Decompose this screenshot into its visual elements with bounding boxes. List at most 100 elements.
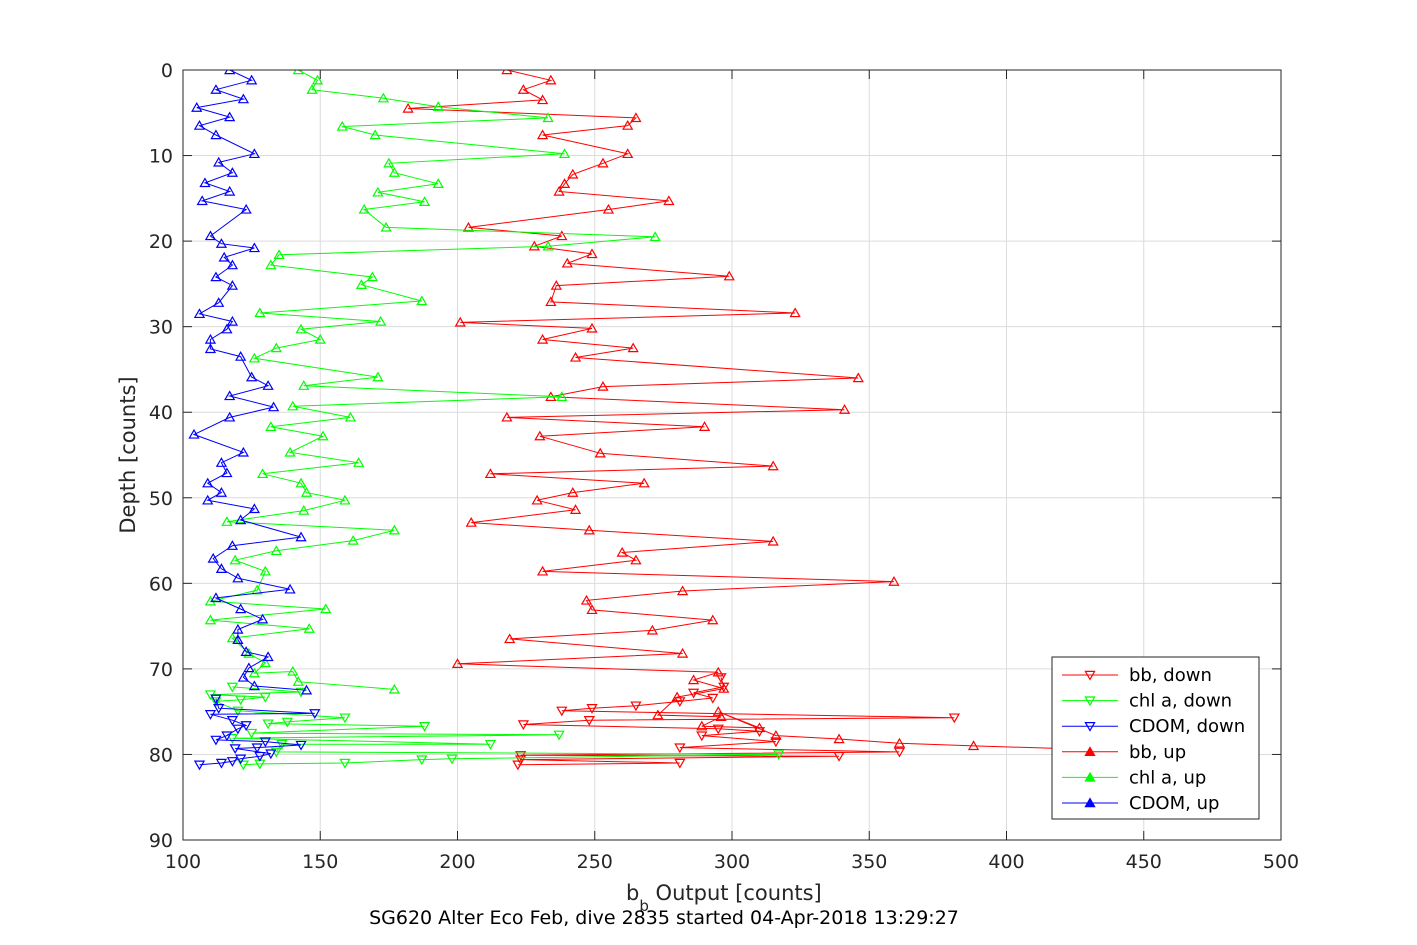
data-point: [298, 505, 310, 515]
data-point: [416, 295, 428, 306]
data-point: [446, 754, 458, 765]
data-point: [528, 240, 540, 251]
x-tick-label: 450: [1126, 851, 1162, 873]
y-tick-label: 10: [149, 146, 173, 168]
data-point: [210, 592, 222, 603]
legend-swatch-marker: [1084, 797, 1096, 808]
data-point: [377, 92, 390, 103]
data-point: [347, 534, 359, 545]
data-point: [517, 84, 530, 94]
data-point: [295, 531, 307, 542]
data-point: [369, 129, 381, 140]
y-tick-label: 30: [149, 317, 173, 339]
data-point: [221, 516, 233, 526]
data-point: [638, 477, 650, 488]
data-point: [226, 757, 239, 767]
data-point: [237, 760, 250, 771]
data-point: [232, 572, 244, 583]
tick-labels: 100 150 200 250 300 350 400 450 500 0 10 20 30 40 50 60…: [149, 60, 1299, 873]
data-point: [353, 457, 365, 467]
x-tick-label: 400: [988, 851, 1024, 873]
data-point: [534, 430, 546, 441]
x-tick-label: 500: [1263, 851, 1299, 873]
data-point: [893, 737, 906, 748]
data-point: [344, 411, 357, 422]
data-point: [226, 632, 239, 643]
data-point: [226, 733, 239, 744]
data-point: [586, 704, 598, 714]
data-point: [484, 468, 497, 479]
data-point: [243, 662, 255, 673]
data-point: [553, 185, 565, 196]
data-point: [317, 430, 329, 441]
data-point: [948, 713, 960, 724]
data-point: [517, 720, 530, 731]
data-point: [366, 271, 379, 282]
series-chl-a-down: [204, 682, 785, 771]
x-axis-label-main: b: [626, 881, 639, 905]
data-point: [698, 421, 711, 431]
data-point: [265, 421, 277, 431]
data-point: [580, 594, 593, 605]
data-point: [501, 70, 513, 75]
data-point: [207, 552, 219, 563]
data-point: [339, 758, 351, 769]
data-point: [256, 613, 269, 624]
data-point: [388, 524, 401, 535]
data-point: [226, 716, 239, 726]
x-tick-label: 300: [714, 851, 750, 873]
data-point: [221, 467, 233, 478]
data-point: [558, 178, 571, 188]
data-point: [388, 167, 401, 177]
data-point: [262, 380, 274, 390]
data-point: [770, 737, 782, 748]
data-point: [676, 647, 689, 658]
x-tick-label: 200: [439, 851, 475, 873]
data-point: [202, 477, 214, 488]
data-point: [262, 651, 274, 662]
data-point: [188, 428, 200, 439]
data-point: [586, 248, 598, 259]
data-point: [712, 666, 724, 677]
data-point: [224, 411, 236, 422]
data-point: [295, 323, 307, 334]
data-point: [707, 693, 719, 704]
data-point: [251, 584, 263, 595]
data-point: [418, 722, 431, 732]
data-point: [237, 446, 250, 457]
x-axis-label-subscript: b: [639, 897, 649, 915]
data-point: [202, 494, 214, 505]
data-point: [550, 279, 562, 290]
legend-swatch-marker: [1084, 721, 1096, 732]
data-point: [649, 231, 661, 242]
data-point: [542, 240, 554, 251]
y-tick-label: 40: [149, 402, 173, 424]
data-point: [204, 333, 217, 344]
data-point: [213, 704, 225, 714]
data-point: [674, 743, 686, 754]
data-point: [259, 692, 271, 703]
data-point: [224, 70, 236, 75]
data-point: [536, 333, 549, 344]
data-point: [462, 221, 475, 232]
data-point: [583, 716, 595, 726]
data-point: [583, 524, 595, 535]
data-point: [226, 167, 239, 177]
data-point: [967, 740, 980, 751]
data-point: [418, 196, 431, 206]
data-point: [193, 760, 206, 771]
data-point: [254, 307, 266, 318]
data-point: [226, 279, 239, 290]
data-point: [210, 735, 222, 746]
data-point: [229, 744, 241, 755]
data-point: [567, 168, 579, 179]
data-point: [622, 148, 634, 159]
data-point: [265, 749, 277, 760]
data-point: [213, 297, 225, 307]
series-line: [210, 70, 656, 690]
data-point: [300, 487, 313, 497]
data-point: [556, 230, 568, 241]
series-layer: [188, 70, 1205, 771]
data-point: [193, 120, 206, 130]
data-point: [432, 101, 444, 111]
